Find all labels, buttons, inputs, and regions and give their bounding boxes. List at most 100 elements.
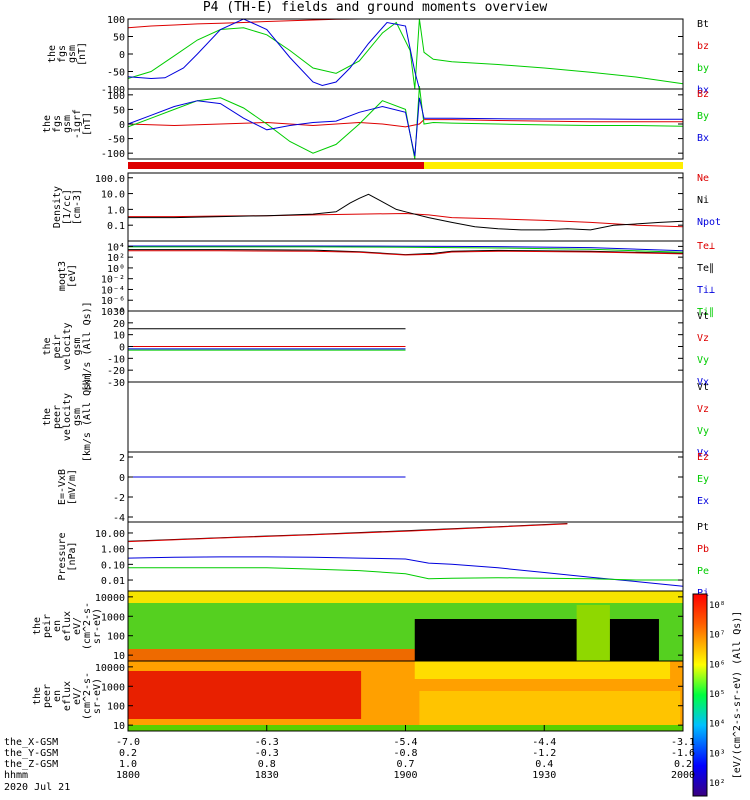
x-axis-value: 0.2: [674, 759, 692, 770]
y-axis-label: eV/: [72, 687, 83, 705]
series-line-te: [128, 249, 684, 256]
heatmap-late-region: [576, 605, 610, 661]
x-axis-value: 1830: [255, 770, 279, 781]
y-tick-label: 10²: [107, 253, 125, 264]
mode-bar-yellow: [424, 162, 683, 169]
y-tick-label: 10⁻⁶: [101, 296, 125, 307]
y-tick-label: -20: [107, 366, 125, 377]
series-line-bx: [127, 97, 683, 157]
panel-background: [128, 382, 683, 452]
x-axis: the_X-GSM -7.0 -6.3 -5.4 -4.4 -3.1 the_Y-GSM 0.…: [4, 725, 695, 793]
colorbar-tick-label: 10²: [709, 779, 725, 789]
colorbar-tick-label: 10⁴: [709, 720, 725, 730]
series-line-bz: [127, 119, 683, 128]
y-axis-label: eV/: [72, 617, 83, 635]
colorbar-tick-label: 10⁶: [709, 660, 725, 670]
y-axis-label: fgs: [57, 45, 68, 63]
date-label: 2020 Jul 21: [4, 782, 70, 793]
x-axis-value: -4.4: [532, 737, 556, 748]
y-tick-label: 0: [119, 120, 125, 131]
y-tick-label: 1000: [101, 682, 125, 693]
x-axis-value: -0.8: [393, 748, 417, 759]
y-axis-label: [1/cc]: [62, 189, 73, 225]
y-axis-label: [nPa]: [67, 541, 78, 571]
legend-entry: Ez: [697, 452, 709, 463]
y-axis-label: Pressure: [57, 532, 68, 580]
series-line-te: [128, 250, 684, 256]
y-tick-label: -50: [107, 68, 125, 79]
legend-entry: Vx: [697, 377, 709, 388]
y-tick-label: -4: [113, 513, 125, 524]
figure-title: P4 (TH-E) fields and ground moments over…: [202, 0, 548, 15]
legend-entry: Te∥: [697, 263, 714, 274]
legend-entry: Vx: [697, 448, 709, 459]
y-axis-label: sr-eV): [92, 678, 103, 714]
y-axis-label: Density: [52, 186, 63, 228]
legend-entry: Ne: [697, 173, 709, 184]
heatmap-top-band: [128, 591, 683, 603]
y-tick-label: 50: [113, 105, 125, 116]
y-tick-label: -2: [113, 493, 125, 504]
y-tick-label: 30: [113, 307, 125, 318]
colorbar-tick-label: 10³: [709, 749, 725, 759]
y-axis-label: moqt3: [57, 261, 68, 291]
y-axis-label: the: [32, 617, 43, 635]
heatmap-mid-region: [414, 661, 671, 679]
panel-peer-en-eflux: 10000 1000 100 10 the peer en eflux eV/(cm^2-s-s…: [32, 660, 684, 732]
x-axis-value: -1.2: [532, 748, 556, 759]
y-tick-label: 1.00: [101, 545, 125, 556]
panel-background: [128, 173, 683, 241]
panel-fgs-gsm: 100 50 0 -50 -100 the fgs gsm [nT] Bt bz by bx: [47, 15, 709, 96]
y-axis-label: [cm-3]: [72, 189, 83, 225]
y-tick-label: 0.10: [101, 560, 125, 571]
series-line-pi: [127, 556, 684, 587]
y-tick-label: 10⁻²: [101, 275, 125, 286]
legend-entry: Ex: [697, 496, 709, 507]
x-axis-value: -0.3: [255, 748, 279, 759]
x-axis-value: 1900: [393, 770, 417, 781]
y-axis-label: gsm: [67, 45, 78, 63]
y-axis-label: peer: [42, 684, 53, 708]
legend-entry: Vt: [697, 311, 709, 322]
colorbar-tick-label: 10⁸: [709, 601, 725, 611]
x-axis-value: -6.3: [255, 737, 279, 748]
panel-background: [128, 19, 683, 89]
series-line-by: [127, 86, 684, 160]
y-axis-label: -igrf: [72, 109, 83, 139]
y-axis-label: [nT]: [82, 112, 93, 136]
panel-peer-velocity-gsm: the peer velocity gsm [km/s (All Qs)] Vt Vz Vy V…: [42, 372, 709, 462]
y-axis-label: peir: [52, 334, 63, 358]
legend-entry: Vy: [697, 426, 709, 437]
y-tick-label: 0: [119, 343, 125, 354]
y-axis-label: en: [52, 620, 63, 632]
y-axis-label: gsm: [72, 337, 83, 355]
panel-fgs-gsm-igrf: 100 50 0 -50 -100 the fgs gsm -igrf [nT] Bz By Bx: [42, 86, 709, 160]
y-tick-label: 100: [107, 91, 125, 102]
y-axis-label: the: [42, 408, 53, 426]
y-tick-label: 100: [107, 632, 125, 643]
y-tick-label: 10000: [95, 663, 125, 674]
y-tick-label: 100.0: [95, 174, 125, 185]
y-tick-label: 10.00: [95, 529, 125, 540]
legend-entry: Pt: [697, 522, 709, 533]
legend-entry: by: [697, 63, 709, 74]
panel-peir-en-eflux: 10000 1000 100 10 the peir en eflux eV/(cm^2-s-s…: [32, 590, 684, 662]
y-axis-label: (cm^2-s-: [82, 672, 93, 720]
y-axis-label: [km/s (All Qs)]: [82, 301, 93, 391]
legend-entry: Ey: [697, 474, 709, 485]
legend-entry: Te⊥: [697, 241, 715, 252]
y-tick-label: 10: [113, 331, 125, 342]
y-tick-label: -100: [101, 85, 125, 96]
colorbar: 10⁸ 10⁷ 10⁶ 10⁵ 10⁴ 10³ 10² [eV/(cm^2-s-sr-eV) …: [692, 593, 743, 797]
y-tick-label: 10000: [95, 593, 125, 604]
legend-entry: bz: [697, 41, 709, 52]
y-tick-label: 10⁴: [107, 242, 125, 253]
legend-entry: Bz: [697, 89, 709, 100]
panel-background: [128, 241, 683, 311]
y-tick-label: 1000: [101, 612, 125, 623]
legend-entry: Vz: [697, 333, 709, 344]
